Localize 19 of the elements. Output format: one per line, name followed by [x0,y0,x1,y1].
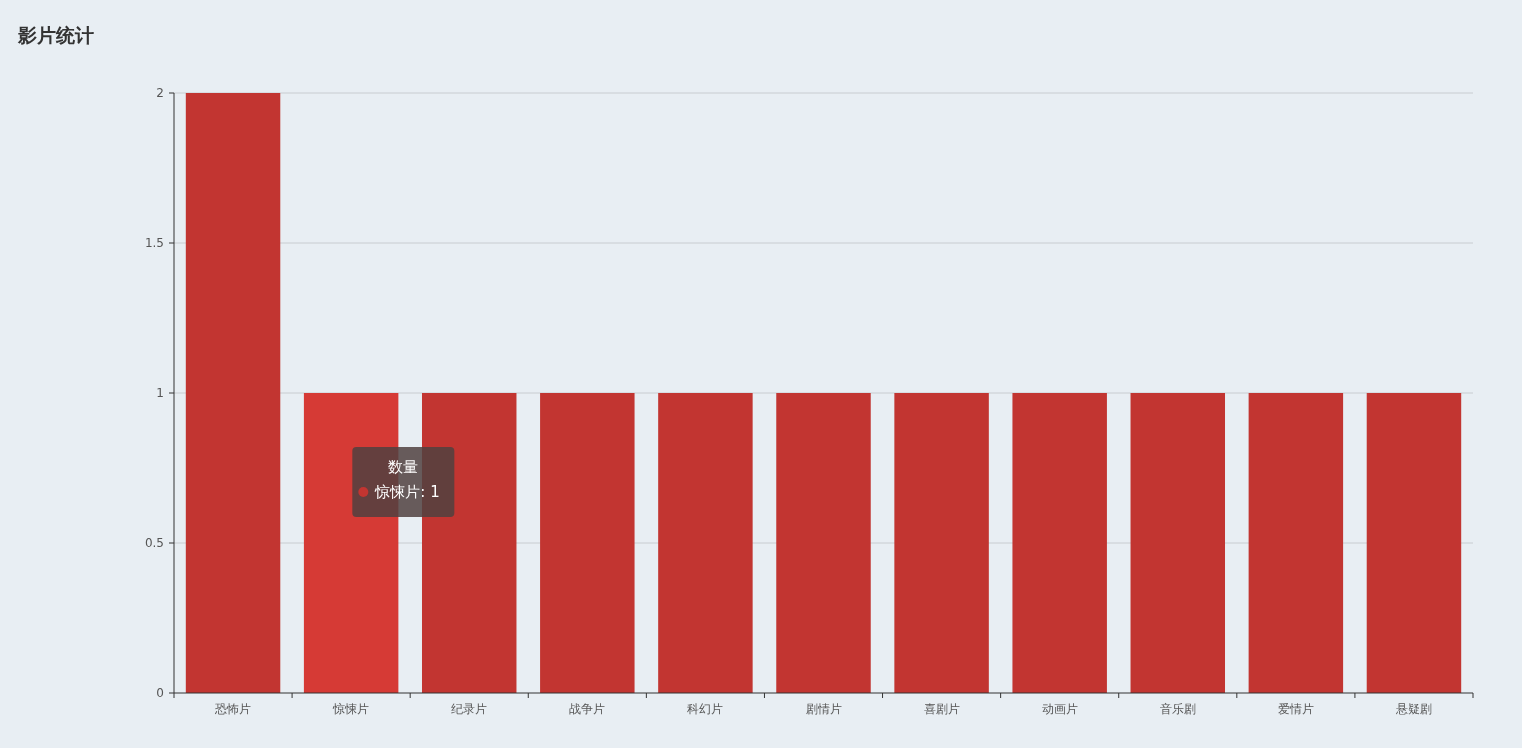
x-tick-label: 爱情片 [1277,702,1314,716]
x-tick-label: 惊悚片 [332,702,370,716]
x-tick-label: 战争片 [569,702,606,716]
x-tick-label: 纪录片 [451,702,488,716]
y-tick-label: 2 [156,86,164,100]
x-tick-label: 悬疑剧 [1394,702,1432,716]
x-tick-label: 剧情片 [805,702,842,716]
y-tick-label: 0 [156,686,164,700]
chart-title: 影片统计 [17,24,94,46]
y-tick-label: 0.5 [144,536,164,550]
x-tick-label: 音乐剧 [1159,702,1196,716]
annotation: 惊悚片: 1 [374,483,440,501]
y-tick-label: 1.5 [144,236,164,250]
y-tick-label: 1 [156,386,164,400]
x-tick-label: 动画片 [1041,702,1078,716]
x-tick-label: 喜剧片 [923,702,960,716]
x-tick-label: 恐怖片 [214,702,252,716]
annotation: 数量 [388,458,419,476]
x-tick-label: 科幻片 [687,702,724,716]
